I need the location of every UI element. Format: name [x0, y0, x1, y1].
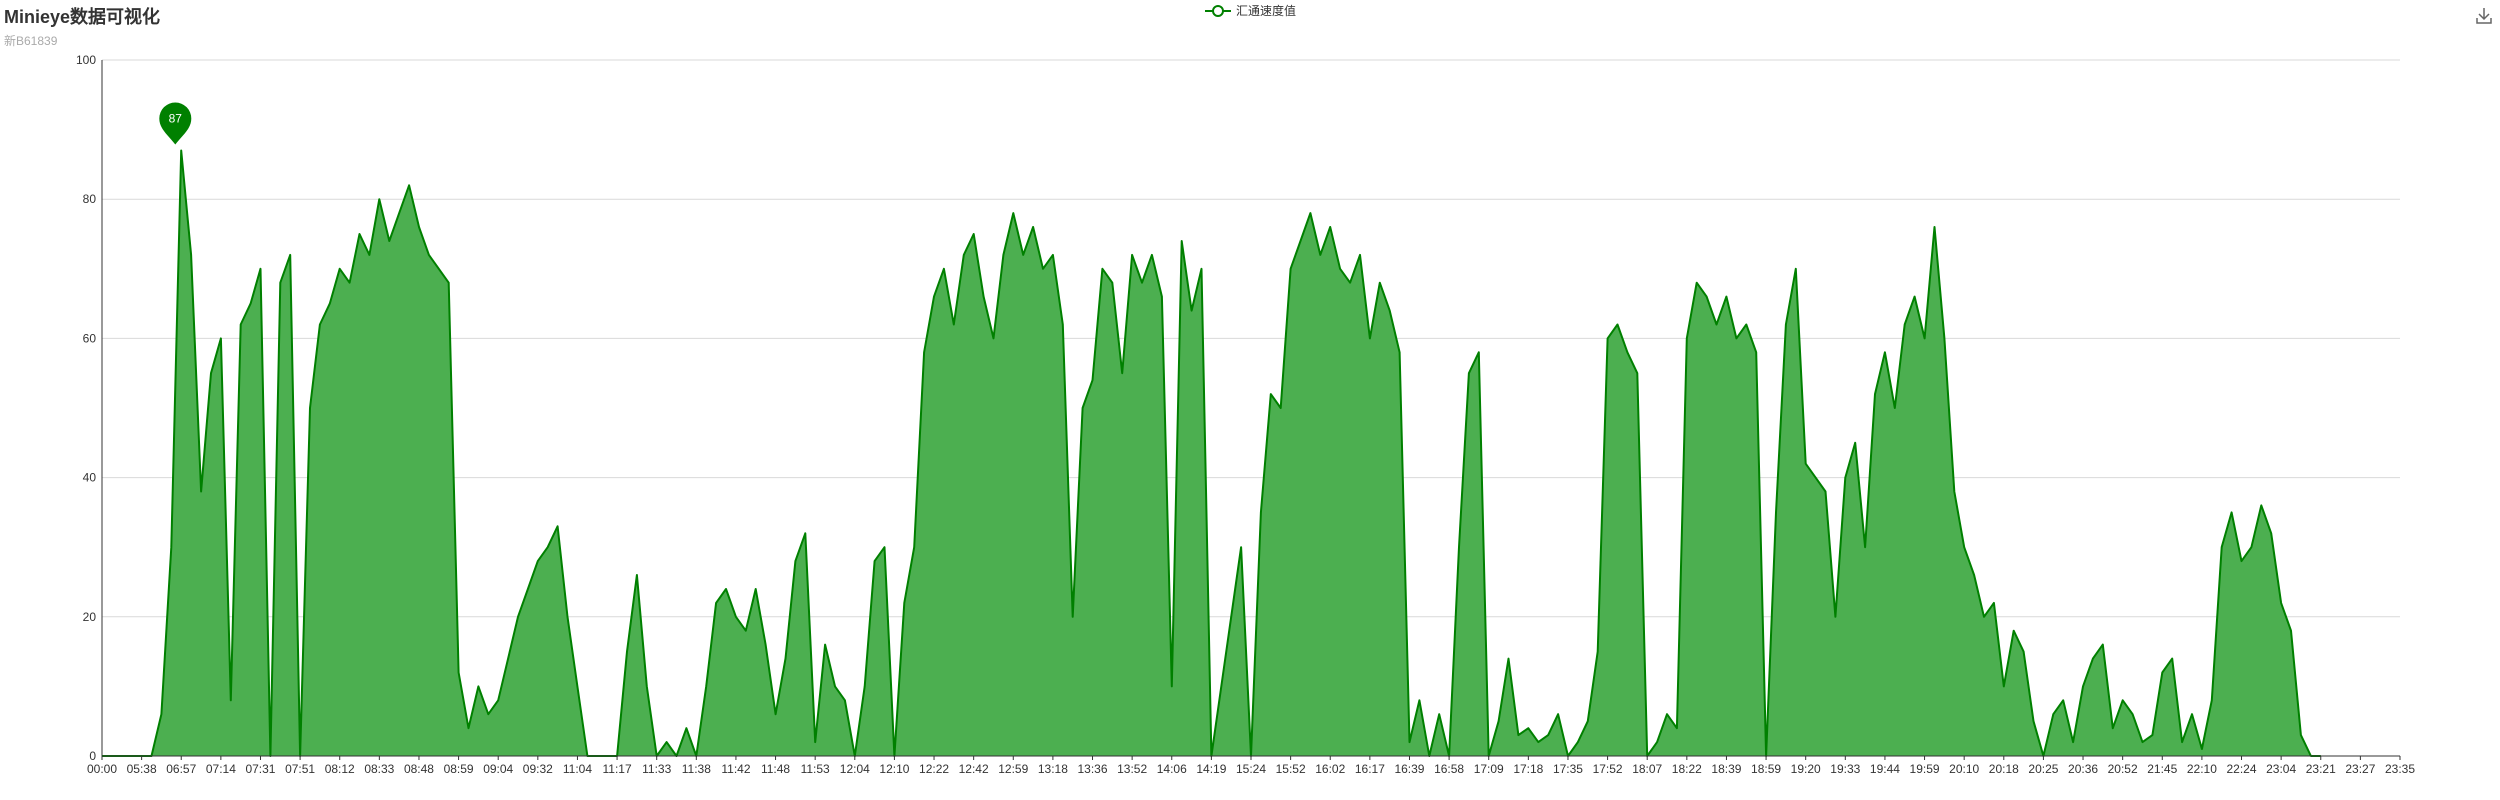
x-tick-label: 18:07 [1632, 762, 1662, 776]
x-tick-label: 11:53 [801, 762, 830, 776]
x-tick-label: 07:31 [245, 762, 275, 776]
x-tick-label: 23:27 [2345, 762, 2375, 776]
legend-line-circle-icon [1205, 4, 1231, 17]
y-tick-label: 100 [76, 53, 96, 67]
max-marker-label: 87 [169, 111, 183, 125]
x-tick-label: 09:04 [483, 762, 513, 776]
x-tick-label: 12:22 [919, 762, 949, 776]
chart-title: Minieye数据可视化 [4, 7, 161, 27]
x-tick-label: 07:51 [285, 762, 315, 776]
x-tick-label: 20:10 [1949, 762, 1979, 776]
x-tick-label: 17:18 [1513, 762, 1543, 776]
x-tick-label: 19:59 [1910, 762, 1940, 776]
y-tick-label: 80 [83, 192, 97, 206]
x-tick-label: 20:52 [2108, 762, 2138, 776]
x-tick-label: 13:18 [1038, 762, 1068, 776]
x-tick-label: 12:42 [959, 762, 989, 776]
x-tick-label: 11:04 [563, 762, 592, 776]
x-tick-label: 23:21 [2306, 762, 2336, 776]
x-tick-label: 11:38 [682, 762, 711, 776]
legend-label: 汇通速度值 [1236, 4, 1297, 18]
x-tick-label: 17:09 [1474, 762, 1504, 776]
y-tick-label: 0 [89, 749, 96, 763]
x-tick-label: 18:59 [1751, 762, 1781, 776]
x-tick-label: 21:45 [2147, 762, 2177, 776]
max-marker-pin [159, 102, 192, 145]
x-tick-label: 20:25 [2028, 762, 2058, 776]
x-tick-label: 05:38 [127, 762, 157, 776]
x-tick-label: 23:04 [2266, 762, 2296, 776]
x-tick-label: 08:48 [404, 762, 434, 776]
x-tick-label: 08:12 [325, 762, 355, 776]
x-tick-label: 11:48 [761, 762, 790, 776]
x-tick-label: 15:24 [1236, 762, 1266, 776]
y-tick-label: 40 [83, 471, 97, 485]
chart-subtitle: 新B61839 [4, 34, 58, 48]
x-tick-label: 11:33 [642, 762, 671, 776]
x-tick-label: 07:14 [206, 762, 236, 776]
x-tick-label: 17:35 [1553, 762, 1583, 776]
x-tick-label: 19:20 [1791, 762, 1821, 776]
x-tick-label: 12:10 [879, 762, 909, 776]
y-tick-label: 60 [83, 331, 97, 345]
x-tick-label: 14:19 [1196, 762, 1226, 776]
series-area [102, 150, 2321, 756]
y-tick-label: 20 [83, 610, 97, 624]
x-tick-label: 23:35 [2385, 762, 2415, 776]
x-tick-label: 13:36 [1078, 762, 1108, 776]
x-tick-label: 13:52 [1117, 762, 1147, 776]
x-tick-label: 16:02 [1315, 762, 1345, 776]
x-tick-label: 16:17 [1355, 762, 1385, 776]
x-tick-label: 19:33 [1830, 762, 1860, 776]
x-tick-label: 18:39 [1711, 762, 1741, 776]
x-tick-label: 12:04 [840, 762, 870, 776]
x-tick-label: 00:00 [87, 762, 117, 776]
x-tick-label: 09:32 [523, 762, 553, 776]
x-tick-label: 22:24 [2227, 762, 2257, 776]
legend-item[interactable]: 汇通速度值 [1205, 2, 1296, 19]
x-tick-label: 20:36 [2068, 762, 2098, 776]
x-tick-label: 17:52 [1593, 762, 1623, 776]
x-tick-label: 08:33 [364, 762, 394, 776]
x-tick-label: 18:22 [1672, 762, 1702, 776]
x-tick-label: 14:06 [1157, 762, 1187, 776]
download-icon[interactable] [2474, 6, 2494, 26]
x-tick-label: 22:10 [2187, 762, 2217, 776]
x-tick-label: 16:39 [1394, 762, 1424, 776]
x-tick-label: 11:42 [721, 762, 750, 776]
x-tick-label: 20:18 [1989, 762, 2019, 776]
x-tick-label: 16:58 [1434, 762, 1464, 776]
x-tick-label: 15:52 [1276, 762, 1306, 776]
x-tick-label: 06:57 [166, 762, 196, 776]
x-tick-label: 19:44 [1870, 762, 1900, 776]
x-tick-label: 11:17 [602, 762, 631, 776]
x-tick-label: 08:59 [444, 762, 474, 776]
x-tick-label: 12:59 [998, 762, 1028, 776]
